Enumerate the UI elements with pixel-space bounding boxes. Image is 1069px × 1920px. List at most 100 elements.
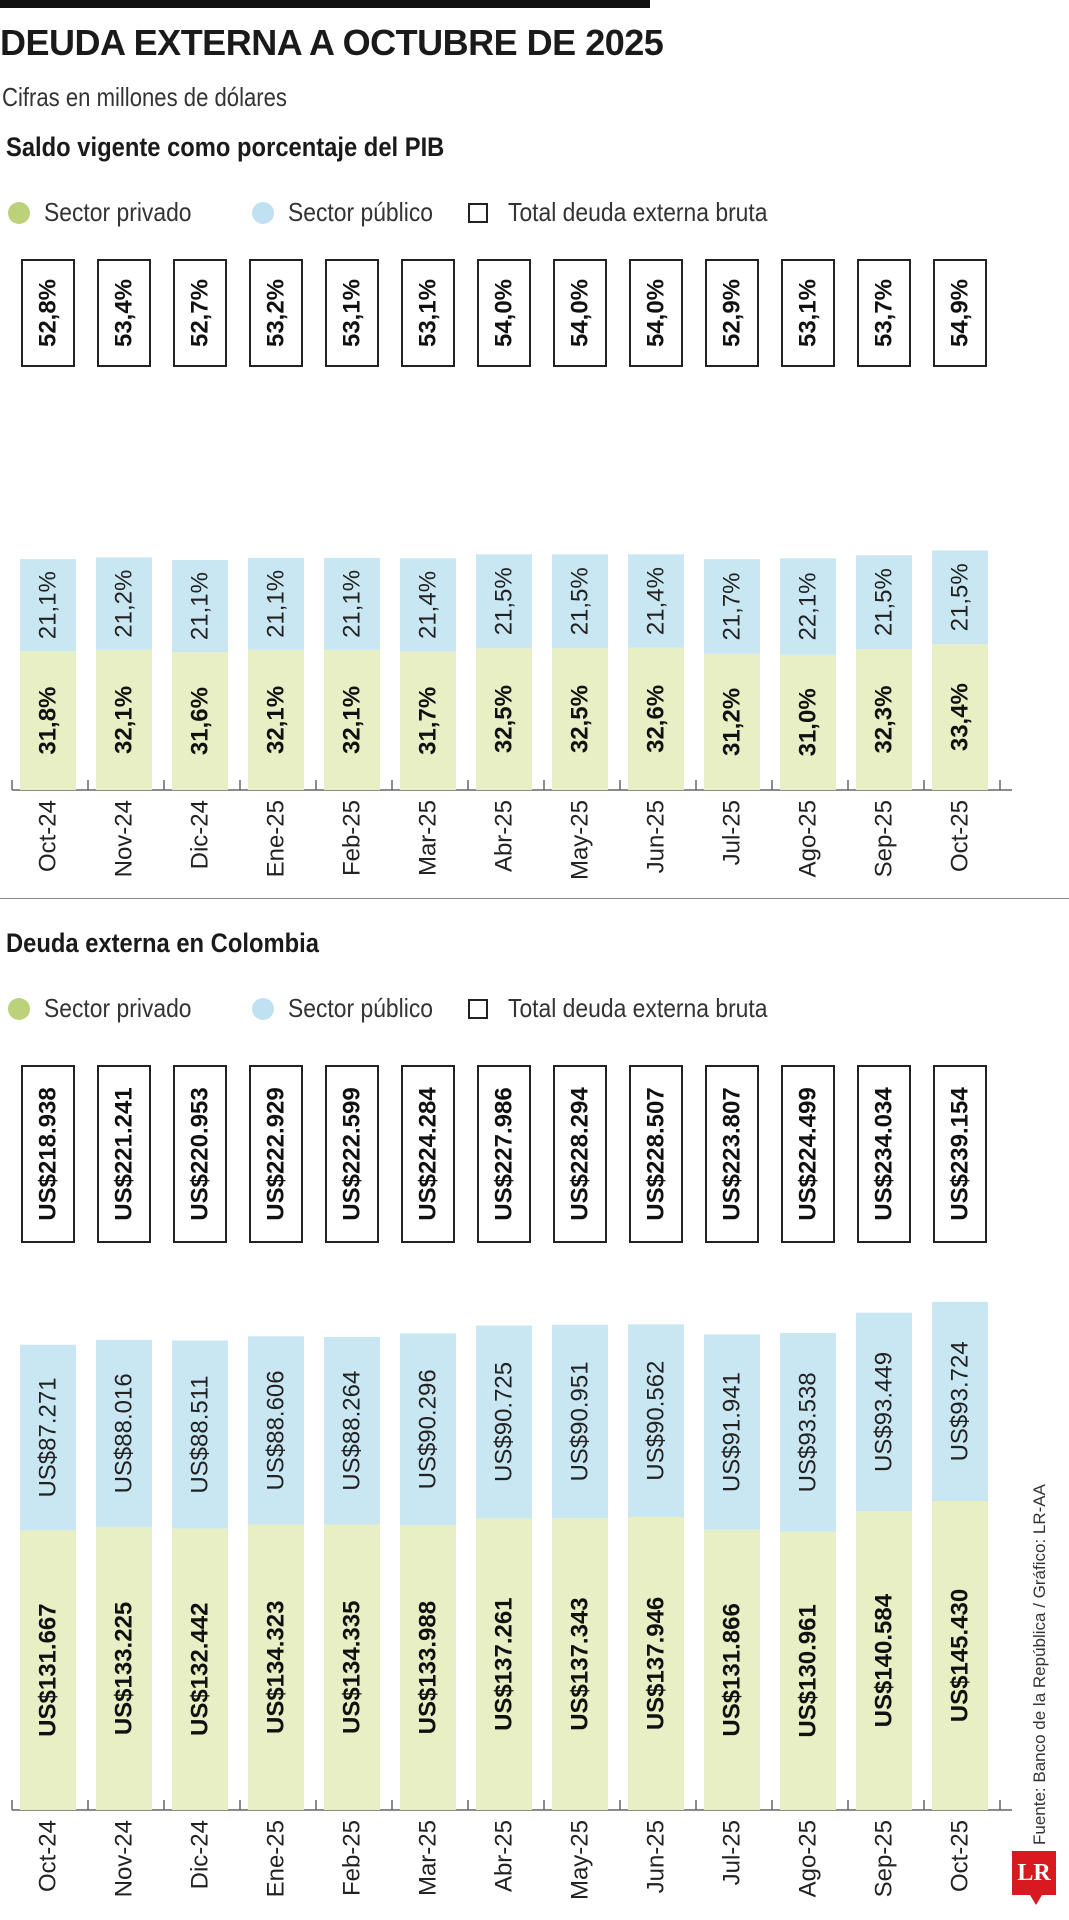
total-box [325,1065,379,1243]
category-label: Ene-25 [263,800,290,877]
bar-private [248,649,304,790]
total-label: 54,9% [947,279,974,347]
bar-private [400,651,456,790]
bar-private [856,649,912,790]
data-label-private: US$133.988 [415,1601,442,1734]
total-label: US$222.599 [339,1087,366,1220]
total-box [553,259,607,367]
total-box [173,1065,227,1243]
bar-public [704,1334,760,1530]
total-label: US$222.929 [263,1087,290,1220]
bar-private [20,1530,76,1810]
total-box [477,259,531,367]
bar-private [780,1531,836,1810]
total-label: US$227.986 [491,1087,518,1220]
bar-public [248,557,304,650]
bar-public [96,1339,152,1527]
bar-public [628,1324,684,1517]
data-label-public: 21,1% [263,570,290,638]
lr-logo: LR [1012,1851,1056,1895]
category-label: Ene-25 [263,1820,290,1897]
data-label-private: US$134.335 [339,1601,366,1734]
total-label: US$218.938 [35,1087,62,1220]
bar-public [476,554,532,649]
category-label: Nov-24 [111,800,138,877]
total-box [97,1065,151,1243]
data-label-public: 21,5% [491,567,518,635]
category-label: Jul-25 [719,1820,746,1885]
legend-total: Total deuda externa bruta [468,993,803,1024]
data-label-private: 32,1% [339,686,366,754]
total-label: 52,8% [35,279,62,347]
total-box [933,1065,987,1243]
chart2-title: Deuda externa en Colombia [6,928,319,958]
data-label-private: 31,7% [415,687,442,755]
total-label: 52,9% [719,279,746,347]
lr-logo-tail [1030,1895,1042,1905]
data-label-private: 32,6% [643,685,670,753]
bar-public [172,560,228,653]
bar-private [20,651,76,790]
data-label-public: US$91.941 [719,1372,746,1492]
bar-public [476,1325,532,1519]
category-label: Feb-25 [339,1820,366,1896]
data-label-private: 32,1% [111,686,138,754]
bar-public [552,554,608,649]
data-label-public: 21,2% [111,570,138,638]
legend-total-label: Total deuda externa bruta [508,993,768,1023]
category-label: Sep-25 [871,800,898,877]
data-label-public: 21,1% [339,570,366,638]
bar-private [476,648,532,790]
data-label-public: US$90.296 [415,1369,442,1489]
total-box [629,1065,683,1243]
data-label-private: US$131.866 [719,1603,746,1736]
total-box [781,259,835,367]
total-label: 54,0% [491,279,518,347]
total-label: US$224.499 [795,1087,822,1220]
private-dot-icon [8,201,30,224]
total-label: US$228.507 [643,1087,670,1220]
data-label-private: 31,2% [719,688,746,756]
total-box [401,1065,455,1243]
legend-total: Total deuda externa bruta [468,197,803,228]
total-label: 53,1% [795,279,822,347]
bar-public [96,557,152,650]
bar-private [400,1525,456,1810]
total-box [173,259,227,367]
data-label-private: 32,5% [567,685,594,753]
data-label-private: 32,3% [871,685,898,753]
data-label-private: 31,6% [187,687,214,755]
section-divider [0,898,1069,899]
category-label: Ago-25 [795,1820,822,1897]
category-label: Mar-25 [415,800,442,876]
page-title: DEUDA EXTERNA A OCTUBRE DE 2025 [0,22,664,63]
bar-public [932,1301,988,1501]
total-box [401,259,455,367]
bar-public [780,1332,836,1532]
bar-private [704,1529,760,1810]
bar-private [96,649,152,790]
data-label-private: 33,4% [947,683,974,751]
page-subtitle: Cifras en millones de dólares [2,82,287,112]
total-label: US$220.953 [187,1087,214,1220]
total-box [705,259,759,367]
bar-private [96,1526,152,1810]
total-label: 53,2% [263,279,290,347]
data-label-private: US$137.343 [567,1597,594,1730]
legend-public-label: Sector público [288,993,433,1023]
legend-private-label: Sector privado [44,197,192,227]
total-box [553,1065,607,1243]
data-label-public: 21,5% [567,567,594,635]
bar-public [172,1340,228,1529]
bar-private [552,648,608,790]
bar-public [248,1336,304,1525]
bar-public [400,1333,456,1526]
data-label-public: US$87.271 [35,1377,62,1497]
bar-private [704,653,760,790]
total-label: 53,4% [111,279,138,347]
data-label-private: US$137.261 [491,1597,518,1730]
bar-private [932,644,988,790]
data-label-private: US$134.323 [263,1601,290,1734]
data-label-private: 32,1% [263,686,290,754]
category-label: Abr-25 [491,1820,518,1892]
